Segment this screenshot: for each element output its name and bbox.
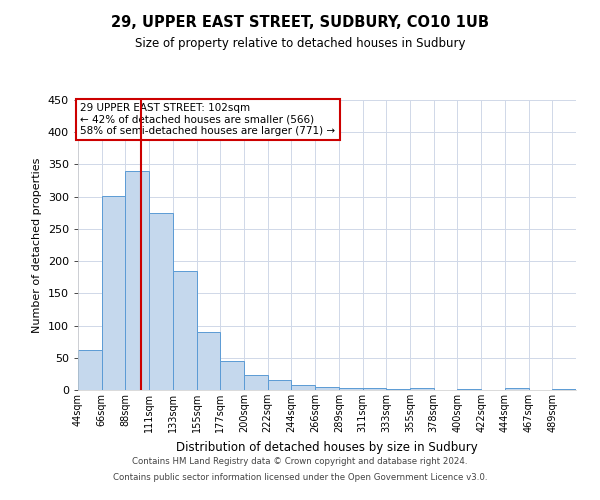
Bar bbox=[244, 374, 268, 390]
Text: 29 UPPER EAST STREET: 102sqm
← 42% of detached houses are smaller (566)
58% of s: 29 UPPER EAST STREET: 102sqm ← 42% of de… bbox=[80, 103, 335, 136]
Bar bbox=[410, 388, 434, 390]
Bar bbox=[505, 388, 529, 390]
Bar bbox=[197, 332, 220, 390]
Bar bbox=[315, 388, 339, 390]
Bar bbox=[457, 388, 481, 390]
Bar bbox=[386, 388, 410, 390]
Y-axis label: Number of detached properties: Number of detached properties bbox=[32, 158, 42, 332]
Bar bbox=[552, 388, 576, 390]
Bar bbox=[149, 213, 173, 390]
Text: Contains public sector information licensed under the Open Government Licence v3: Contains public sector information licen… bbox=[113, 472, 487, 482]
Bar bbox=[102, 196, 125, 390]
Bar bbox=[268, 380, 292, 390]
Text: Size of property relative to detached houses in Sudbury: Size of property relative to detached ho… bbox=[135, 38, 465, 51]
Bar bbox=[220, 361, 244, 390]
Bar bbox=[125, 171, 149, 390]
Text: Contains HM Land Registry data © Crown copyright and database right 2024.: Contains HM Land Registry data © Crown c… bbox=[132, 458, 468, 466]
Bar bbox=[362, 388, 386, 390]
Text: 29, UPPER EAST STREET, SUDBURY, CO10 1UB: 29, UPPER EAST STREET, SUDBURY, CO10 1UB bbox=[111, 15, 489, 30]
X-axis label: Distribution of detached houses by size in Sudbury: Distribution of detached houses by size … bbox=[176, 440, 478, 454]
Bar bbox=[173, 272, 197, 390]
Bar bbox=[292, 386, 315, 390]
Bar bbox=[78, 350, 102, 390]
Bar bbox=[339, 388, 362, 390]
